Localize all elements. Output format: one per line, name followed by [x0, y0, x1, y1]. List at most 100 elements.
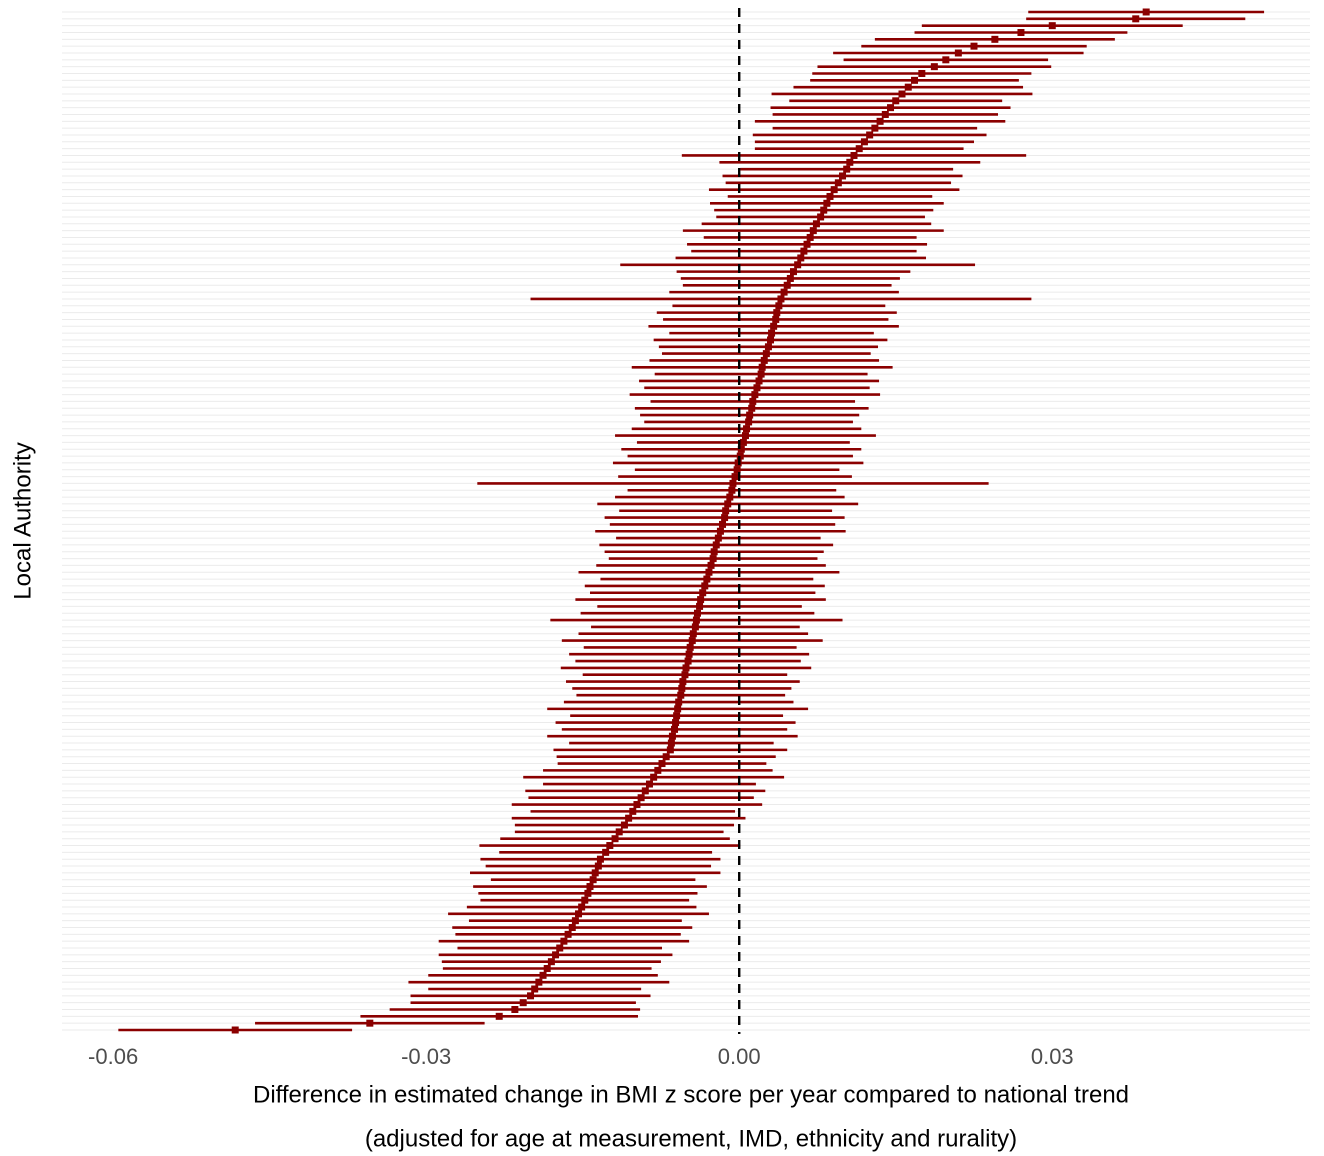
point-estimate: [564, 930, 572, 938]
point-estimate: [743, 425, 751, 433]
point-estimate: [970, 42, 978, 50]
point-estimate: [571, 917, 579, 925]
point-estimate: [724, 500, 732, 508]
point-estimate: [641, 787, 649, 795]
x-tick-label: -0.03: [401, 1044, 451, 1069]
point-estimate: [535, 978, 543, 986]
point-estimate: [930, 63, 938, 71]
point-estimate: [876, 117, 884, 125]
point-estimate: [668, 732, 676, 740]
point-estimate: [745, 418, 753, 426]
point-estimate: [762, 350, 770, 358]
point-estimate: [560, 937, 568, 945]
point-estimate: [645, 780, 653, 788]
point-estimate: [531, 985, 539, 993]
point-estimate: [843, 165, 851, 173]
point-estimate: [731, 473, 739, 481]
point-estimate: [991, 35, 999, 43]
point-estimate: [1048, 22, 1056, 30]
point-estimate: [911, 76, 919, 84]
point-estimate: [775, 302, 783, 310]
point-estimate: [637, 794, 645, 802]
point-estimate: [777, 295, 785, 303]
point-estimate: [1132, 15, 1140, 23]
point-estimate: [674, 705, 682, 713]
point-estimate: [539, 971, 547, 979]
point-estimate: [898, 90, 906, 98]
point-estimate: [887, 104, 895, 112]
point-estimate: [860, 138, 868, 146]
point-estimate: [662, 753, 670, 761]
point-estimate: [697, 596, 705, 604]
point-estimate: [719, 520, 727, 528]
point-estimate: [527, 992, 535, 1000]
point-estimate: [673, 712, 681, 720]
point-estimate: [786, 274, 794, 282]
point-estimate: [495, 1012, 503, 1020]
point-estimate: [741, 432, 749, 440]
point-estimate: [812, 220, 820, 228]
point-estimate: [751, 391, 759, 399]
point-estimate: [543, 965, 551, 973]
point-estimate: [679, 678, 687, 686]
point-estimate: [699, 589, 707, 597]
point-estimate: [681, 671, 689, 679]
point-estimate: [954, 49, 962, 57]
point-estimate: [615, 828, 623, 836]
point-estimate: [686, 643, 694, 651]
point-estimate: [757, 370, 765, 378]
point-estimate: [584, 889, 592, 897]
point-estimate: [552, 951, 560, 959]
point-estimate: [581, 896, 589, 904]
point-estimate: [684, 657, 692, 665]
x-axis-title: Difference in estimated change in BMI z …: [253, 1081, 1129, 1108]
point-estimate: [667, 739, 675, 747]
point-estimate: [721, 514, 729, 522]
x-tick-label: -0.06: [88, 1044, 138, 1069]
point-estimate: [855, 145, 863, 153]
point-estimate: [817, 213, 825, 221]
x-tick-label: 0.03: [1031, 1044, 1074, 1069]
point-estimate: [606, 842, 614, 850]
point-estimate: [611, 835, 619, 843]
point-estimate: [701, 582, 709, 590]
point-estimate: [703, 575, 711, 583]
point-estimate: [803, 240, 811, 248]
point-estimate: [892, 97, 900, 105]
point-estimate: [942, 56, 950, 64]
point-estimate: [866, 131, 874, 139]
point-estimate: [675, 698, 683, 706]
point-estimate: [1142, 8, 1150, 16]
point-estimate: [689, 630, 697, 638]
point-estimate: [839, 172, 847, 180]
point-estimate: [692, 616, 700, 624]
point-estimate: [586, 883, 594, 891]
point-estimate: [806, 233, 814, 241]
point-estimate: [556, 944, 564, 952]
point-estimate: [682, 664, 690, 672]
point-estimate: [755, 377, 763, 385]
point-estimate: [671, 725, 679, 733]
point-estimate: [650, 773, 658, 781]
point-estimate: [830, 186, 838, 194]
point-estimate: [625, 814, 633, 822]
point-estimate: [767, 336, 775, 344]
point-estimate: [596, 855, 604, 863]
x-tick-label: 0.00: [718, 1044, 761, 1069]
point-estimate: [739, 438, 747, 446]
point-estimate: [602, 848, 610, 856]
point-estimate: [871, 124, 879, 132]
marks: [118, 8, 1265, 1034]
point-estimate: [519, 999, 527, 1007]
point-estimate: [568, 924, 576, 932]
point-estimate: [709, 555, 717, 563]
point-estimate: [728, 486, 736, 494]
point-estimate: [826, 192, 834, 200]
point-estimate: [696, 602, 704, 610]
point-estimate: [748, 404, 756, 412]
point-estimate: [688, 637, 696, 645]
point-estimate: [714, 534, 722, 542]
point-estimate: [578, 903, 586, 911]
point-estimate: [672, 719, 680, 727]
point-estimate: [575, 910, 583, 918]
